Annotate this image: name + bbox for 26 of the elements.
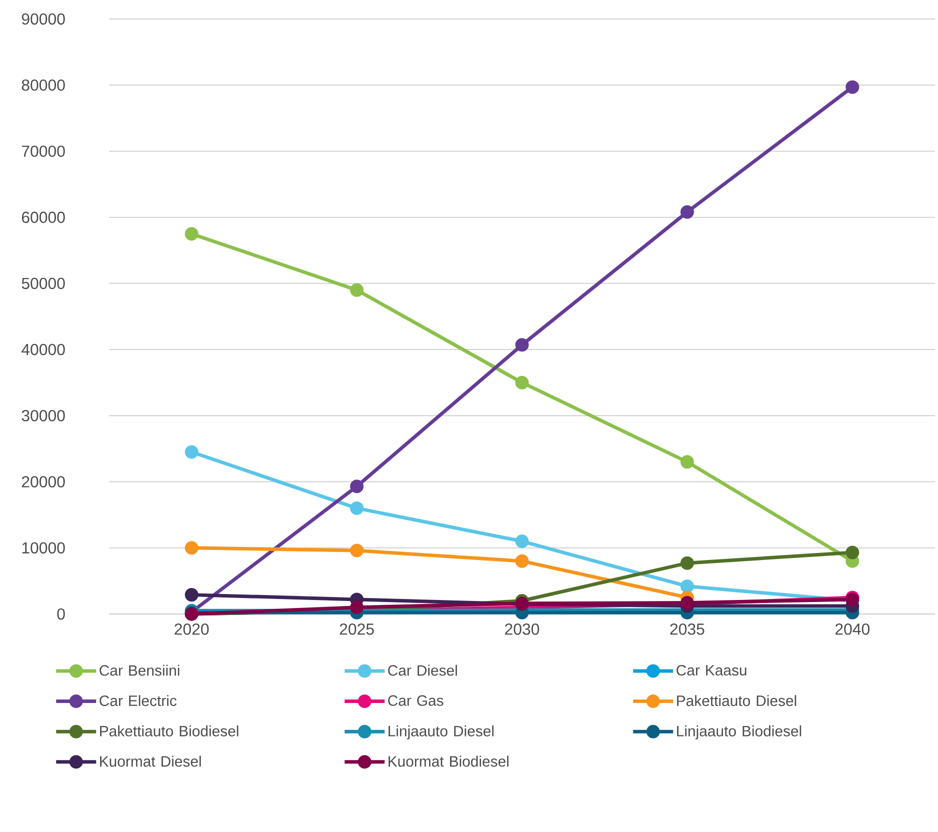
legend-label: Linjaauto Biodiesel (677, 725, 802, 740)
legend-label: Car Kaasu (676, 664, 746, 676)
y-tick-label: 0 (57, 608, 65, 620)
y-tick-label: 90000 (22, 13, 65, 25)
y-tick-label: 20000 (22, 476, 65, 488)
x-tick-label: 2040 (835, 624, 870, 635)
x-tick-label: 2035 (670, 624, 704, 635)
x-tick-label: 2020 (174, 624, 209, 635)
legend-label: Car Bensiini (100, 664, 180, 676)
y-tick-label: 50000 (22, 278, 65, 290)
legend-label: Car Diesel (388, 664, 457, 676)
legend-label: Pakettiauto Biodiesel (100, 725, 238, 736)
y-tick-label: 40000 (22, 344, 65, 356)
y-tick-label: 10000 (22, 542, 65, 554)
legend-label: Car Gas (388, 695, 444, 706)
y-tick-label: 60000 (22, 212, 65, 223)
legend-label: Kuormat Diesel (100, 756, 201, 767)
legend-label: Pakettiauto Diesel (677, 695, 796, 706)
y-tick-label: 30000 (22, 410, 65, 422)
x-tick-label: 2025 (340, 624, 374, 635)
x-tick-label: 2030 (505, 624, 540, 635)
y-tick-label: 80000 (22, 79, 65, 91)
legend-label: Kuormat Biodiesel (388, 756, 508, 767)
legend-label: Linjaauto Diesel (388, 725, 494, 740)
y-tick-label: 70000 (22, 146, 65, 157)
legend-label: Car Electric (100, 695, 177, 706)
